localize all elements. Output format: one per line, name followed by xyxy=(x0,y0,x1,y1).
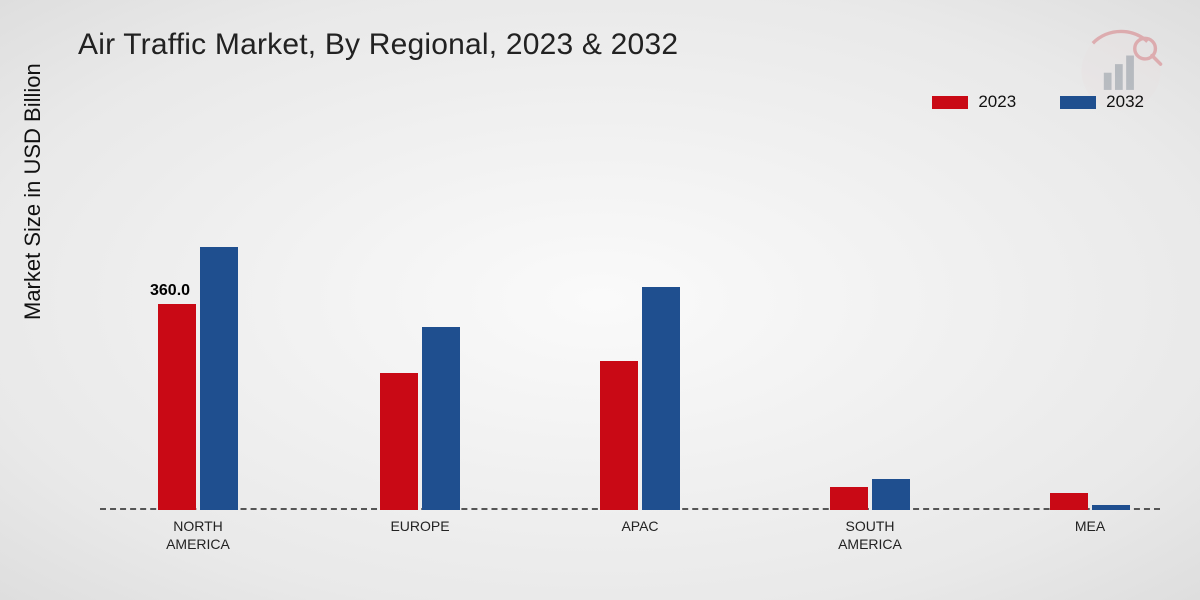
bar xyxy=(600,361,638,510)
x-tick-label: APAC xyxy=(570,510,710,536)
x-tick-label: SOUTH AMERICA xyxy=(800,510,940,553)
bar xyxy=(200,247,238,510)
legend-swatch-2032 xyxy=(1060,96,1096,109)
bar-group: NORTH AMERICA360.0 xyxy=(158,247,238,510)
chart-plot-area: NORTH AMERICA360.0 EUROPE APAC SOUTH AMERIC… xyxy=(100,190,1160,510)
bar-group: APAC xyxy=(600,287,680,510)
chart-title: Air Traffic Market, By Regional, 2023 & … xyxy=(78,28,678,62)
bar xyxy=(872,479,910,510)
bar-value-label: 360.0 xyxy=(150,282,190,300)
bar xyxy=(642,287,680,510)
legend-item-2032: 2032 xyxy=(1060,92,1144,112)
bar xyxy=(380,373,418,510)
x-tick-label: EUROPE xyxy=(350,510,490,536)
bar-group: EUROPE xyxy=(380,327,460,510)
bar xyxy=(1050,493,1088,510)
bar-group: SOUTH AMERICA xyxy=(830,479,910,510)
legend-item-2023: 2023 xyxy=(932,92,1016,112)
x-tick-label: NORTH AMERICA xyxy=(128,510,268,553)
bar xyxy=(422,327,460,510)
legend-swatch-2023 xyxy=(932,96,968,109)
bar xyxy=(830,487,868,510)
bar xyxy=(158,304,196,510)
x-tick-label: MEA xyxy=(1020,510,1160,536)
legend-label-2032: 2032 xyxy=(1106,92,1144,112)
bar-group: MEA xyxy=(1050,493,1130,510)
y-axis-label: Market Size in USD Billion xyxy=(20,63,46,320)
legend-label-2023: 2023 xyxy=(978,92,1016,112)
legend: 2023 2032 xyxy=(932,92,1144,112)
